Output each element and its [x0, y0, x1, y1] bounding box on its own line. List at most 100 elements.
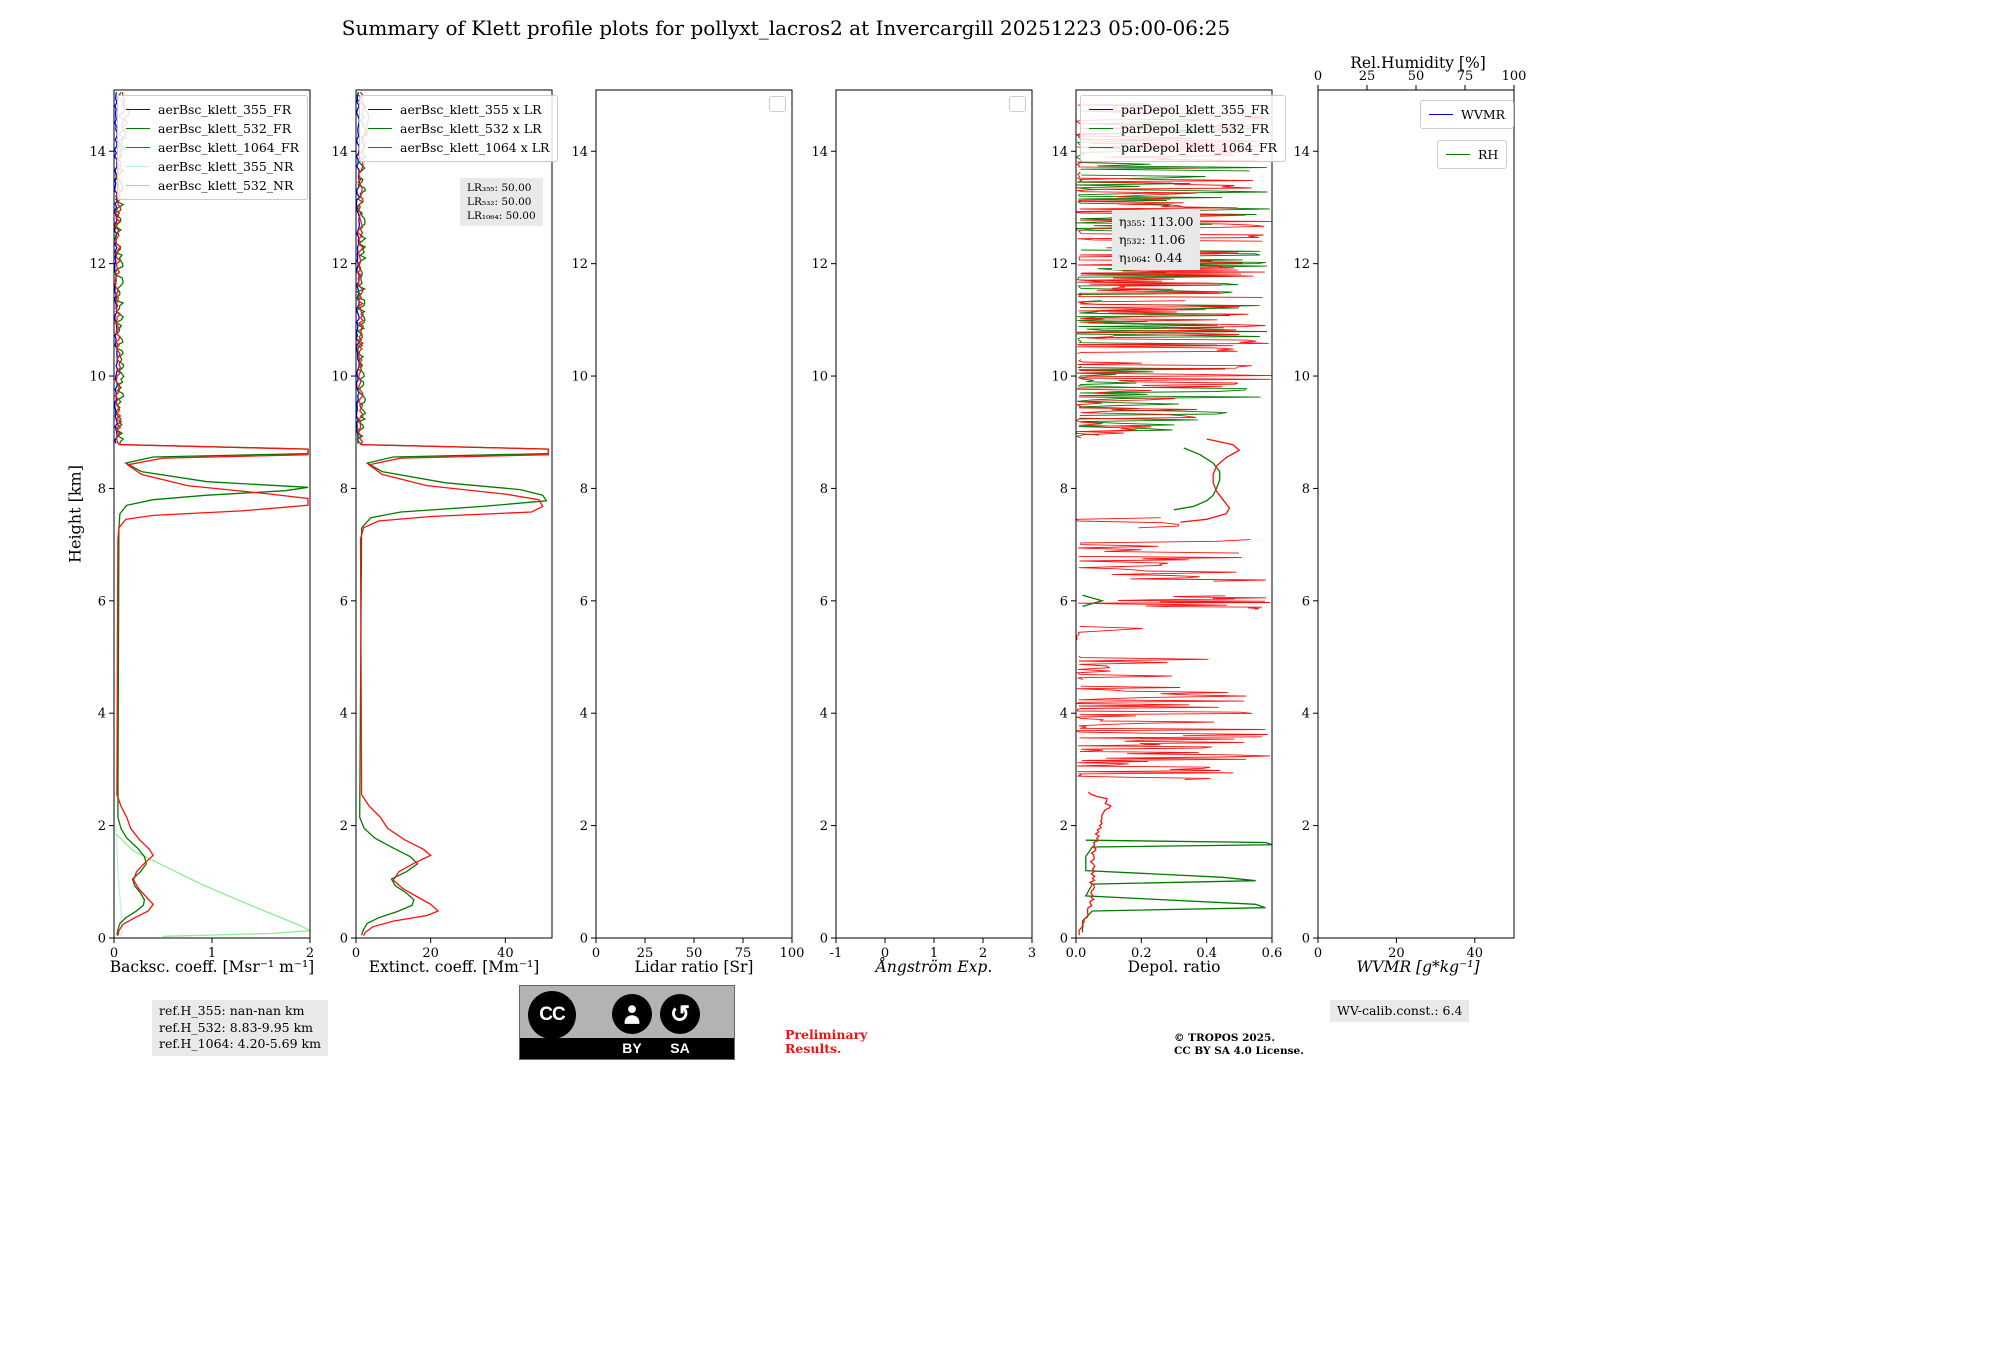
legend-depol: parDepol_klett_355_FR parDepol_klett_532…	[1080, 95, 1287, 162]
axes-box	[1075, 89, 1273, 939]
y-tick-label: 12	[1293, 257, 1310, 272]
legend-item: RH	[1446, 145, 1498, 164]
y-tick-label: 8	[1302, 482, 1310, 497]
legend-line-swatch	[368, 109, 392, 110]
y-tick-label: 0	[1060, 932, 1068, 947]
x-axis-label-backscatter: Backsc. coeff. [Msr⁻¹ m⁻¹]	[109, 958, 315, 976]
y-tick-label: 14	[1051, 145, 1068, 160]
legend-label: aerBsc_klett_355_NR	[158, 159, 294, 174]
lidar-ratio-annotation: LR₃₅₅: 50.00 LR₅₃₂: 50.00 LR₁₀₆₄: 50.00	[460, 178, 543, 226]
legend-item: parDepol_klett_1064_FR	[1089, 138, 1277, 157]
panel-wvmr: 0 20 40 0 2 4 6 8 10 12 14 0 25 50 75 100	[1293, 69, 1526, 961]
tropos-copyright: © TROPOS 2025. CC BY SA 4.0 License.	[1174, 1032, 1304, 1058]
series-parDepol_klett_1064_FR	[1077, 736, 1271, 780]
x-tick-label: 0	[881, 946, 889, 961]
axes-box	[113, 89, 311, 939]
legend-line-swatch	[368, 147, 392, 148]
y-tick-label: 14	[89, 145, 106, 160]
series-parDepol_klett_1064_FR	[1078, 555, 1266, 582]
y-tick-label: 0	[98, 932, 106, 947]
legend-item: aerBsc_klett_355_FR	[126, 100, 299, 119]
y-tick-label: 2	[1302, 819, 1310, 834]
legend-item: aerBsc_klett_532_FR	[126, 119, 299, 138]
series-parDepol_klett_1064_FR	[1076, 244, 1265, 298]
legend-item: WVMR	[1429, 105, 1505, 124]
legend-item: parDepol_klett_355_FR	[1089, 100, 1277, 119]
ref-height-line: ref.H_532: 8.83-9.95 km	[159, 1019, 314, 1035]
x-tick-label: 1	[930, 946, 938, 961]
legend-item: aerBsc_klett_355_NR	[126, 157, 299, 176]
y-tick-label: 2	[580, 819, 588, 834]
annotation-line: LR₅₃₂: 50.00	[467, 196, 532, 208]
y-tick-label: 6	[1060, 594, 1068, 609]
cc-sa-label: SA	[670, 1040, 690, 1056]
reference-heights-annotation: ref.H_355: nan-nan km ref.H_532: 8.83-9.…	[152, 1000, 328, 1056]
series-parDepol_klett_1064_FR	[1078, 595, 1271, 610]
y-tick-label: 8	[340, 482, 348, 497]
legend-item: aerBsc_klett_1064_FR	[126, 138, 299, 157]
y-tick-label: 0	[820, 932, 828, 947]
series-aerBsc_klett_1064_FR	[116, 538, 155, 936]
panel-extinction: 0 20 40 0 2 4 6 8 10 12 14	[331, 89, 553, 961]
series-aerBsc_klett_532_FR	[118, 443, 309, 528]
legend-item: aerBsc_klett_1064 x LR	[368, 138, 549, 157]
y-tick-label: 2	[1060, 819, 1068, 834]
y-tick-label: 6	[820, 594, 828, 609]
wv-calib-line: WV-calib.const.: 6.4	[1337, 1003, 1463, 1018]
y-tick-label: 2	[340, 819, 348, 834]
y-tick-label: 8	[98, 482, 106, 497]
x-tick-label: 2	[306, 946, 314, 961]
top-axis-label-rel-humidity: Rel.Humidity [%]	[1350, 54, 1486, 72]
x-tick-label: 2	[979, 946, 987, 961]
top-tick-label: 50	[1408, 69, 1425, 84]
legend-item: aerBsc_klett_532_NR	[126, 176, 299, 195]
x-tick-label: 25	[637, 946, 654, 961]
x-axis-label-depol: Depol. ratio	[1127, 958, 1221, 976]
legend-line-swatch	[126, 109, 150, 110]
ref-height-line: ref.H_355: nan-nan km	[159, 1003, 305, 1018]
preliminary-results-note: Preliminary Results.	[785, 1028, 867, 1056]
series-aerBsc_klett_532 x LR	[359, 527, 419, 936]
series-aerBsc_klett_1064 x LR	[359, 443, 549, 540]
top-tick-label: 75	[1457, 69, 1474, 84]
series-parDepol_klett_1064_FR	[1076, 359, 1272, 394]
y-tick-label: 4	[580, 707, 588, 722]
x-tick-label: 0	[592, 946, 600, 961]
y-tick-label: 14	[811, 145, 828, 160]
legend-rh: RH	[1437, 140, 1508, 169]
x-tick-label: 0.2	[1131, 946, 1152, 961]
y-tick-label: 6	[98, 594, 106, 609]
y-tick-label: 10	[89, 370, 106, 385]
y-tick-label: 6	[340, 594, 348, 609]
series-aerBsc_klett_355_NR	[115, 825, 123, 938]
x-tick-label: 0.4	[1196, 946, 1217, 961]
y-tick-label: 0	[1302, 932, 1310, 947]
legend-label: aerBsc_klett_532_FR	[158, 121, 292, 136]
figure-title: Summary of Klett profile plots for polly…	[341, 16, 1231, 40]
y-tick-label: 6	[580, 594, 588, 609]
series-parDepol_klett_532_FR	[1081, 839, 1272, 933]
y-tick-label: 6	[1302, 594, 1310, 609]
axes-box	[1317, 89, 1515, 939]
panel-lidar-ratio: 0 25 50 75 100 0 2 4 6 8 10 12 14	[571, 89, 804, 961]
person-icon	[624, 1005, 640, 1024]
y-tick-label: 14	[571, 145, 588, 160]
y-tick-label: 8	[580, 482, 588, 497]
series-parDepol_klett_1064_FR	[1180, 438, 1241, 523]
preliminary-line: Preliminary	[785, 1027, 868, 1042]
y-tick-label: 10	[1293, 370, 1310, 385]
legend-line-swatch	[126, 128, 150, 129]
x-axis-label-wvmr: WVMR [g*kg⁻¹]	[1356, 958, 1480, 976]
y-tick-label: 2	[820, 819, 828, 834]
legend-label: aerBsc_klett_355 x LR	[400, 102, 542, 117]
y-tick-label: 8	[820, 482, 828, 497]
top-tick-label: 100	[1502, 69, 1527, 84]
y-tick-label: 10	[1051, 370, 1068, 385]
series-parDepol_klett_1064_FR	[1076, 517, 1179, 529]
y-tick-label: 12	[1051, 257, 1068, 272]
y-tick-label: 4	[340, 707, 348, 722]
x-tick-label: -1	[830, 946, 843, 961]
legend-label: WVMR	[1461, 107, 1506, 122]
